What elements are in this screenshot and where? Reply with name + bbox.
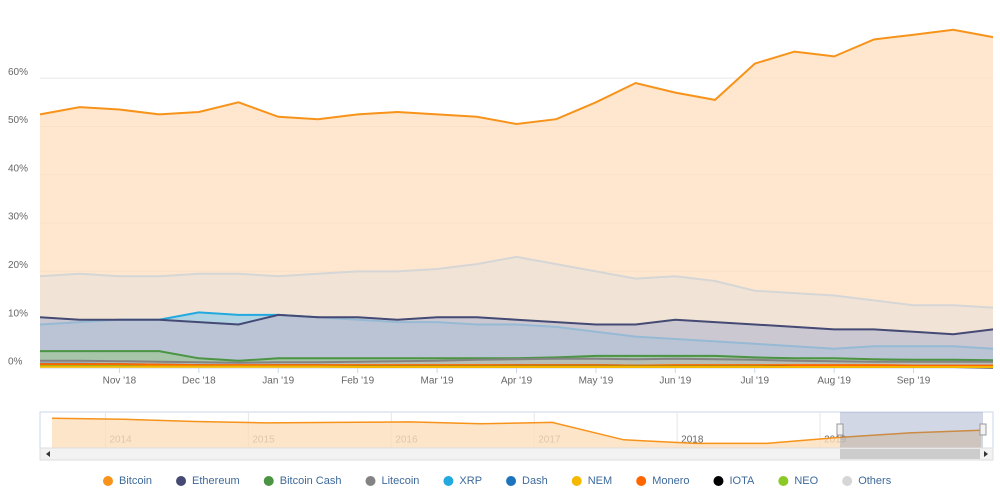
legend-swatch bbox=[263, 476, 274, 486]
navigator-line bbox=[51, 417, 982, 445]
legend-label: Ethereum bbox=[192, 475, 240, 487]
legend-swatch bbox=[365, 476, 376, 486]
legend-label: Bitcoin bbox=[119, 475, 152, 487]
x-tick-label: Apr '19 bbox=[501, 376, 533, 387]
x-tick-label: May '19 bbox=[579, 376, 614, 387]
legend-label: Bitcoin Cash bbox=[280, 475, 342, 487]
navigator-label: 2018 bbox=[681, 435, 704, 446]
handle-right[interactable] bbox=[979, 423, 987, 436]
legend-item[interactable]: Bitcoin bbox=[103, 475, 152, 487]
scroll-left[interactable] bbox=[46, 451, 50, 457]
navigator-selection[interactable] bbox=[840, 412, 983, 448]
legend-label: NEO bbox=[794, 475, 818, 487]
x-tick-label: Jun '19 bbox=[659, 376, 691, 387]
legend-swatch bbox=[778, 476, 789, 486]
legend-label: Others bbox=[858, 475, 892, 487]
x-tick-label: Feb '19 bbox=[341, 376, 374, 387]
navigator[interactable]: 201420152016201720182019 bbox=[39, 411, 994, 461]
legend-item[interactable]: XRP bbox=[443, 475, 482, 487]
legend-swatch bbox=[176, 476, 187, 486]
legend-item[interactable]: Others bbox=[842, 475, 892, 487]
series-line bbox=[40, 357, 993, 364]
y-tick-label: 0% bbox=[8, 357, 23, 368]
y-tick-label: 40% bbox=[8, 163, 28, 174]
legend-swatch bbox=[571, 476, 582, 486]
series-line bbox=[39, 28, 994, 126]
x-tick-label: Sep '19 bbox=[897, 376, 931, 387]
x-tick-label: Dec '18 bbox=[182, 376, 216, 387]
plot-area: 0% 10% 20% 30% 40% 50% 60% Nov '18 Dec '18 Jan '1… bbox=[8, 28, 994, 387]
legend-label: Litecoin bbox=[382, 475, 420, 487]
navigator-area bbox=[52, 418, 981, 448]
legend-item[interactable]: Bitcoin Cash bbox=[263, 475, 342, 487]
legend-swatch bbox=[842, 476, 853, 486]
legend-swatch bbox=[636, 476, 647, 486]
legend-label: NEM bbox=[588, 475, 612, 487]
scrollbar-track bbox=[39, 447, 994, 461]
scroll-right[interactable] bbox=[984, 451, 988, 457]
x-tick-label: Mar '19 bbox=[421, 376, 454, 387]
y-tick-label: 20% bbox=[8, 260, 28, 271]
x-tick-label: Jan '19 bbox=[262, 376, 294, 387]
area-fill bbox=[40, 314, 993, 368]
y-tick-label: 10% bbox=[8, 308, 28, 319]
legend-item[interactable]: IOTA bbox=[713, 475, 755, 487]
legend-label: Monero bbox=[652, 475, 689, 487]
handle-left[interactable] bbox=[836, 423, 844, 436]
legend-swatch bbox=[443, 476, 454, 486]
legend-swatch bbox=[103, 476, 113, 486]
legend-item[interactable]: Litecoin bbox=[365, 475, 420, 487]
legend-item[interactable]: Ethereum bbox=[176, 475, 240, 487]
legend-item[interactable]: NEO bbox=[778, 475, 819, 487]
legend-item[interactable]: Monero bbox=[636, 475, 689, 487]
legend-item[interactable]: NEM bbox=[571, 475, 612, 487]
x-tick-label: Nov '18 bbox=[103, 376, 137, 387]
series-line bbox=[40, 363, 993, 367]
legend-label: XRP bbox=[459, 475, 482, 487]
legend-swatch bbox=[713, 476, 724, 486]
y-tick-label: 60% bbox=[8, 67, 28, 78]
series-line bbox=[39, 313, 994, 336]
legend: Bitcoin Ethereum Bitcoin Cash Litecoin XRP Da… bbox=[103, 475, 892, 487]
y-tick-label: 50% bbox=[8, 115, 28, 126]
scrollbar-thumb[interactable] bbox=[840, 449, 980, 459]
legend-item[interactable]: Dash bbox=[506, 475, 548, 487]
y-tick-label: 30% bbox=[8, 212, 28, 223]
legend-swatch bbox=[506, 476, 517, 486]
legend-label: IOTA bbox=[729, 475, 755, 487]
legend-label: Dash bbox=[522, 475, 548, 487]
x-tick-label: Aug '19 bbox=[817, 376, 851, 387]
x-tick-label: Jul '19 bbox=[740, 376, 769, 387]
series-line bbox=[39, 255, 994, 309]
